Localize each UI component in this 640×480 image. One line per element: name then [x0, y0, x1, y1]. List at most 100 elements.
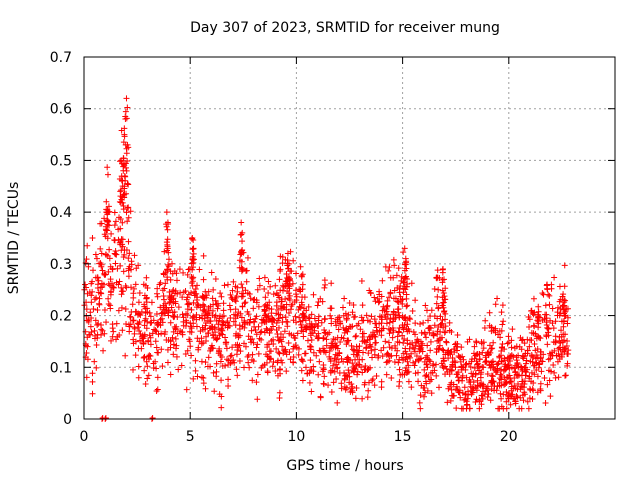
data-point: [239, 229, 246, 236]
data-point: [215, 350, 222, 357]
data-point: [172, 287, 179, 294]
data-point: [123, 115, 130, 122]
data-point: [194, 335, 201, 342]
data-point: [349, 309, 356, 316]
data-point: [273, 302, 280, 309]
y-tick-label: 0.5: [50, 153, 72, 169]
data-point: [91, 327, 98, 334]
y-tick-label: 0.7: [50, 50, 72, 66]
data-point: [519, 368, 526, 375]
data-point: [293, 293, 300, 300]
data-point: [539, 290, 546, 297]
data-point: [561, 297, 568, 304]
data-point: [241, 340, 248, 347]
data-point: [374, 295, 381, 302]
data-point: [449, 355, 456, 362]
data-point: [343, 355, 350, 362]
data-point: [517, 394, 524, 401]
data-point: [308, 337, 315, 344]
data-point: [105, 268, 112, 275]
data-point: [183, 296, 190, 303]
data-point: [199, 293, 206, 300]
data-point: [190, 256, 197, 263]
data-point: [124, 141, 131, 148]
data-point: [473, 396, 480, 403]
data-point: [359, 302, 366, 309]
data-point: [164, 309, 171, 316]
data-point: [433, 372, 440, 379]
data-point: [118, 284, 125, 291]
data-point: [205, 307, 212, 314]
data-point: [85, 263, 92, 270]
data-point: [266, 299, 273, 306]
data-point: [252, 315, 259, 322]
data-point: [154, 320, 161, 327]
data-point: [164, 226, 171, 233]
data-point: [265, 278, 272, 285]
data-point: [189, 278, 196, 285]
data-point: [373, 324, 380, 331]
y-tick-label: 0.4: [50, 205, 72, 221]
data-point: [448, 392, 455, 399]
data-point: [533, 352, 540, 359]
data-point: [320, 381, 327, 388]
data-point: [131, 324, 138, 331]
data-point: [466, 360, 473, 367]
data-point: [142, 315, 149, 322]
data-point: [430, 331, 437, 338]
data-point: [135, 374, 142, 381]
data-point: [401, 245, 408, 252]
data-point: [392, 295, 399, 302]
data-point: [448, 329, 455, 336]
data-point: [361, 337, 368, 344]
data-point: [192, 357, 199, 364]
data-point: [102, 233, 109, 240]
data-point: [195, 346, 202, 353]
data-point: [385, 325, 392, 332]
data-point: [556, 298, 563, 305]
data-point: [459, 377, 466, 384]
data-point: [547, 317, 554, 324]
data-point: [116, 278, 123, 285]
data-point: [90, 267, 97, 274]
data-point: [406, 345, 413, 352]
data-point: [248, 339, 255, 346]
data-point: [164, 261, 171, 268]
data-point: [391, 262, 398, 269]
data-point: [227, 291, 234, 298]
data-point: [403, 303, 410, 310]
data-point: [212, 276, 219, 283]
data-point: [447, 366, 454, 373]
data-point: [285, 260, 292, 267]
data-point: [131, 325, 138, 332]
data-point: [162, 269, 169, 276]
data-point: [400, 326, 407, 333]
data-point: [190, 259, 197, 266]
data-point: [164, 241, 171, 248]
data-point: [403, 265, 410, 272]
data-point: [441, 276, 448, 283]
data-point: [560, 323, 567, 330]
data-point: [167, 371, 174, 378]
data-point: [551, 369, 558, 376]
data-point: [130, 317, 137, 324]
data-point: [257, 329, 264, 336]
data-point: [297, 318, 304, 325]
data-point: [359, 317, 366, 324]
data-point: [423, 334, 430, 341]
data-point: [327, 368, 334, 375]
data-point: [138, 308, 145, 315]
data-point: [262, 301, 269, 308]
data-point: [216, 332, 223, 339]
data-point: [99, 327, 106, 334]
data-point: [393, 272, 400, 279]
data-point: [403, 365, 410, 372]
data-point: [127, 321, 134, 328]
data-point: [121, 247, 128, 254]
data-point: [405, 378, 412, 385]
data-point: [399, 371, 406, 378]
data-point: [262, 294, 269, 301]
data-point: [418, 329, 425, 336]
data-point: [314, 335, 321, 342]
data-point: [450, 381, 457, 388]
